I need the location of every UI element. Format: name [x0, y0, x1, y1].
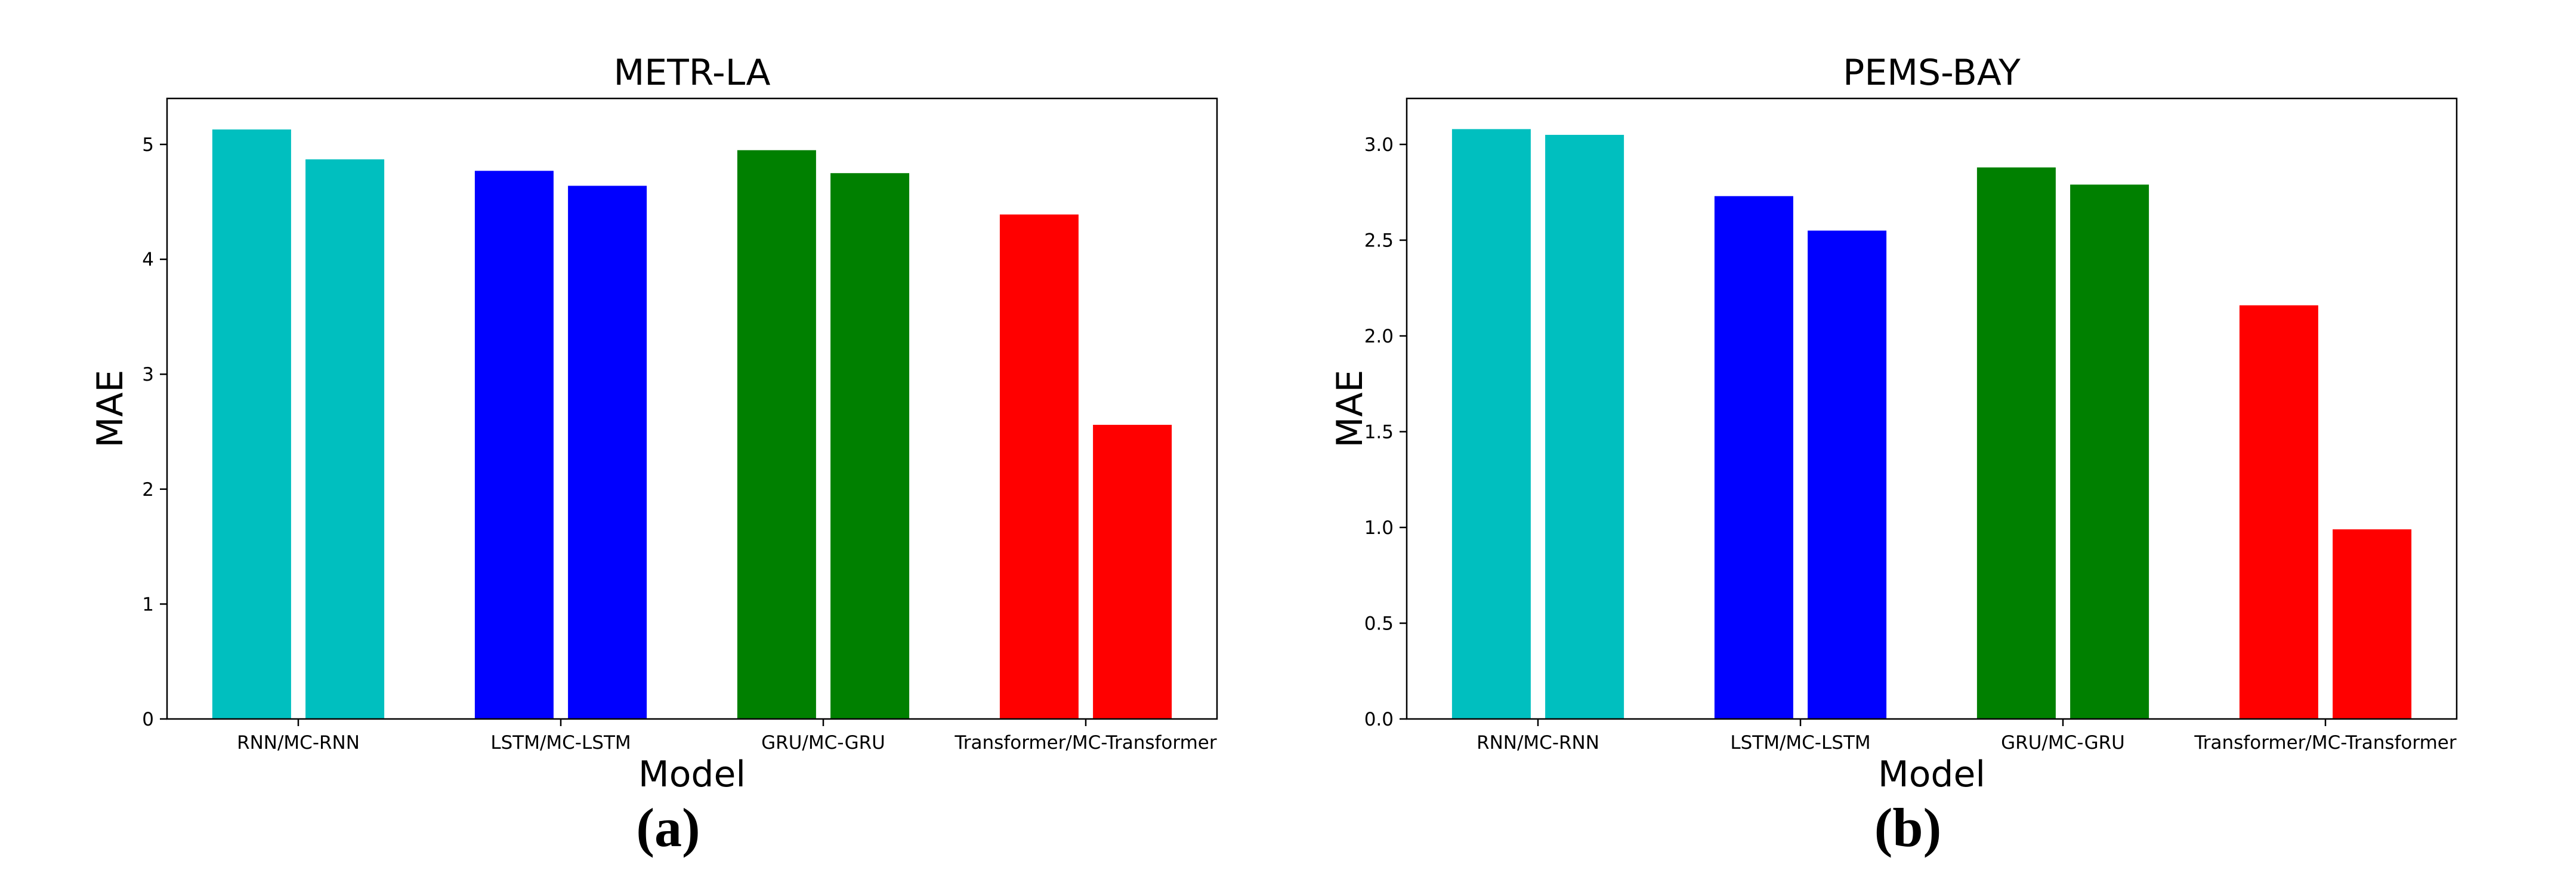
- chart-title: PEMS-BAY: [1843, 52, 2021, 94]
- x-axis-label: Model: [1878, 754, 1985, 795]
- bar-2-1-2: [1545, 135, 1624, 719]
- chart-title: METR-LA: [613, 52, 770, 94]
- bar-2-3-2: [2070, 184, 2149, 719]
- bar-2-4-2: [2333, 529, 2412, 719]
- y-tick-label: 3: [142, 364, 154, 385]
- bar-2-4-1: [2239, 305, 2318, 719]
- y-tick-label: 0.5: [1364, 613, 1394, 635]
- y-tick-label: 1: [142, 594, 154, 615]
- axes-frame: [166, 97, 1218, 720]
- y-tick-label: 4: [142, 249, 154, 271]
- x-tick-label: RNN/MC-RNN: [1477, 732, 1599, 754]
- x-tick-label: Transformer/MC-Transformer: [2194, 732, 2456, 754]
- y-tick-label: 1.0: [1364, 517, 1394, 539]
- y-tick-label: 5: [142, 134, 154, 156]
- bar-2-3-1: [1976, 167, 2056, 720]
- y-tick-label: 3.0: [1364, 134, 1394, 156]
- chart-panel-2: RNN/MC-RNN LSTM/MC-LSTM GRU/MC-GRU Transfor…: [1329, 52, 2458, 858]
- bar-1-1-2: [305, 159, 385, 720]
- y-tick-label: 1.5: [1364, 422, 1394, 443]
- y-axis-label: MAE: [1329, 370, 1371, 448]
- y-tick-label: 2.0: [1364, 326, 1394, 347]
- x-tick-label: LSTM/MC-LSTM: [1730, 732, 1870, 754]
- bar-1-2-2: [568, 186, 647, 719]
- x-tick-label: RNN/MC-RNN: [237, 732, 360, 754]
- x-tick-label: LSTM/MC-LSTM: [490, 732, 631, 754]
- panel-label: (b): [1874, 797, 1941, 858]
- bar-2-2-1: [1714, 196, 1793, 719]
- bar-2-1-1: [1451, 129, 1531, 719]
- y-tick-label: 0: [142, 709, 154, 730]
- bar-2-2-2: [1808, 230, 1887, 719]
- y-axis-label: MAE: [89, 370, 131, 448]
- y-tick-label: 2.5: [1364, 230, 1394, 252]
- bar-1-2-1: [474, 171, 554, 719]
- bar-1-4-2: [1093, 425, 1172, 719]
- x-tick-label: GRU/MC-GRU: [2001, 732, 2125, 754]
- panel-label: (a): [636, 797, 700, 858]
- y-tick-label: 2: [142, 479, 154, 501]
- bar-1-3-2: [830, 173, 910, 719]
- x-tick-label: GRU/MC-GRU: [761, 732, 885, 754]
- y-tick-label: 0.0: [1364, 709, 1394, 730]
- axes-frame: [1406, 97, 2458, 720]
- bar-1-4-1: [999, 214, 1079, 719]
- x-tick-label: Transformer/MC-Transformer: [954, 732, 1216, 754]
- chart-panel-1: RNN/MC-RNN LSTM/MC-LSTM GRU/MC-GRU Transfor…: [89, 52, 1218, 858]
- bar-1-1-1: [212, 129, 291, 719]
- x-axis-label: Model: [638, 754, 746, 795]
- bar-1-3-1: [737, 150, 816, 719]
